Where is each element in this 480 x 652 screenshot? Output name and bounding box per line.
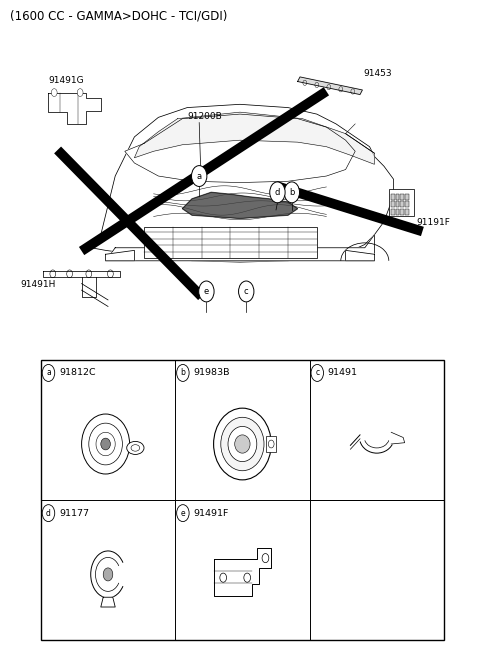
- Bar: [405, 194, 409, 200]
- Text: a: a: [46, 368, 51, 378]
- Polygon shape: [82, 277, 96, 297]
- Circle shape: [177, 364, 189, 381]
- Bar: [391, 201, 395, 207]
- Bar: [400, 209, 404, 215]
- Ellipse shape: [221, 417, 264, 471]
- Bar: [389, 189, 414, 216]
- Bar: [266, 436, 276, 452]
- Text: 91983B: 91983B: [193, 368, 230, 378]
- Polygon shape: [43, 271, 120, 277]
- Polygon shape: [346, 250, 374, 261]
- Text: 91491G: 91491G: [48, 76, 84, 85]
- Ellipse shape: [101, 438, 110, 450]
- Circle shape: [311, 364, 324, 381]
- Text: b: b: [289, 188, 295, 197]
- Circle shape: [239, 281, 254, 302]
- Bar: [391, 209, 395, 215]
- Bar: [41, 360, 444, 640]
- Bar: [405, 201, 409, 207]
- Circle shape: [192, 166, 207, 186]
- Bar: [405, 209, 409, 215]
- Bar: [396, 201, 399, 207]
- Text: d: d: [275, 188, 280, 197]
- Ellipse shape: [235, 435, 250, 453]
- Text: e: e: [204, 287, 209, 296]
- Polygon shape: [125, 114, 355, 183]
- Text: b: b: [180, 368, 185, 378]
- Circle shape: [77, 89, 83, 96]
- Text: c: c: [315, 368, 319, 378]
- Polygon shape: [214, 548, 271, 596]
- Bar: [144, 227, 317, 258]
- Text: c: c: [244, 287, 249, 296]
- Text: a: a: [197, 171, 202, 181]
- Text: 91177: 91177: [59, 509, 89, 518]
- Text: 91453: 91453: [364, 69, 393, 78]
- Bar: [400, 194, 404, 200]
- Text: 91491H: 91491H: [20, 280, 56, 289]
- Circle shape: [42, 364, 55, 381]
- Polygon shape: [391, 432, 405, 444]
- Circle shape: [103, 568, 113, 581]
- Circle shape: [177, 505, 189, 522]
- Ellipse shape: [228, 426, 257, 462]
- Bar: [396, 194, 399, 200]
- Text: d: d: [46, 509, 51, 518]
- Polygon shape: [298, 77, 362, 95]
- Polygon shape: [101, 597, 115, 607]
- Polygon shape: [134, 112, 374, 164]
- Bar: [400, 201, 404, 207]
- Text: (1600 CC - GAMMA>DOHC - TCI/GDI): (1600 CC - GAMMA>DOHC - TCI/GDI): [10, 9, 227, 22]
- Ellipse shape: [214, 408, 271, 480]
- Text: e: e: [180, 509, 185, 518]
- Bar: [391, 194, 395, 200]
- Text: 91191F: 91191F: [417, 218, 451, 227]
- Text: 91491F: 91491F: [193, 509, 229, 518]
- Text: 91200B: 91200B: [187, 112, 222, 121]
- Text: 91491: 91491: [328, 368, 358, 378]
- Circle shape: [284, 182, 300, 203]
- Polygon shape: [106, 235, 374, 261]
- Polygon shape: [182, 192, 298, 218]
- Bar: [396, 209, 399, 215]
- Polygon shape: [91, 104, 394, 262]
- Polygon shape: [48, 93, 101, 124]
- Ellipse shape: [127, 441, 144, 454]
- Text: 91812C: 91812C: [59, 368, 96, 378]
- Circle shape: [270, 182, 285, 203]
- Ellipse shape: [82, 414, 130, 474]
- Circle shape: [199, 281, 214, 302]
- Circle shape: [42, 505, 55, 522]
- Circle shape: [51, 89, 57, 96]
- Polygon shape: [106, 250, 134, 261]
